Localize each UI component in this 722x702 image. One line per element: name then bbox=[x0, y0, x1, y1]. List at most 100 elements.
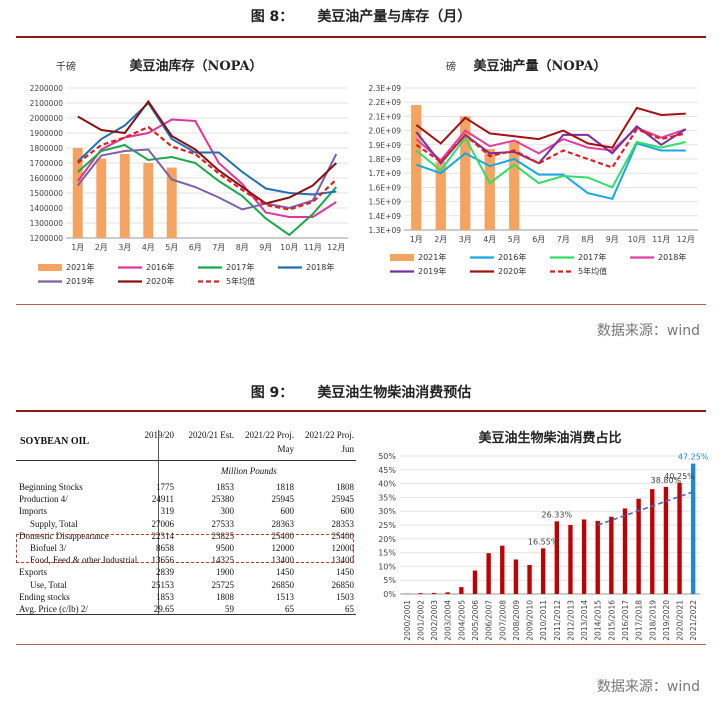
y-tick-label: 20% bbox=[378, 535, 396, 544]
row-label: Biofuel 3/ bbox=[30, 543, 67, 553]
row-value: 22314 bbox=[151, 530, 175, 541]
series-line-2017年 bbox=[415, 135, 687, 189]
y-tick-label: 1900000 bbox=[30, 129, 64, 138]
row-value: 25380 bbox=[211, 494, 235, 505]
y-tick-label: 1.6E+09 bbox=[369, 183, 402, 192]
row-value: 13656 bbox=[151, 555, 175, 566]
y-tick-label: 1200000 bbox=[30, 234, 64, 243]
bar bbox=[568, 525, 573, 594]
bar-2021 bbox=[119, 154, 130, 238]
y-tick-label: 40% bbox=[378, 480, 396, 489]
bar bbox=[677, 482, 682, 594]
y-tick-label: 10% bbox=[378, 562, 396, 571]
x-tick-label: 3月 bbox=[459, 235, 472, 244]
chart-title: 美豆油产量（NOPA） bbox=[473, 58, 606, 74]
bar-2021 bbox=[166, 167, 177, 238]
bar bbox=[609, 516, 614, 594]
legend-label: 2016年 bbox=[146, 262, 174, 272]
y-tick-label: 30% bbox=[378, 507, 396, 516]
y-tick-label: 25% bbox=[378, 521, 396, 530]
figure9-caption: 美豆油生物柴油消费预估 bbox=[317, 385, 472, 401]
bar bbox=[622, 508, 628, 594]
y-tick-label: 2.0E+09 bbox=[369, 127, 402, 136]
y-tick-label: 2.3E+09 bbox=[369, 84, 402, 93]
data-label: 38.80% bbox=[651, 476, 682, 485]
row-label: Use, Total bbox=[30, 579, 67, 590]
data-label: 47.25% bbox=[678, 453, 708, 462]
col-sub-4: Jun bbox=[341, 444, 354, 454]
col-header-1: 2019/20 bbox=[144, 430, 174, 440]
legend-swatch bbox=[390, 254, 414, 261]
data-label: 40.25% bbox=[664, 472, 695, 481]
bar bbox=[527, 565, 532, 594]
x-tick-label: 12月 bbox=[677, 235, 695, 244]
x-tick-label: 2月 bbox=[95, 243, 108, 252]
row-value: 8658 bbox=[156, 543, 174, 553]
x-tick-label: 7月 bbox=[212, 243, 225, 252]
legend-label: 5年均值 bbox=[226, 276, 255, 286]
y-tick-label: 1600000 bbox=[30, 174, 64, 183]
legend-label: 2018年 bbox=[658, 252, 686, 262]
figure8-caption: 美豆油产量与库存（月） bbox=[317, 9, 472, 25]
chart-title: 美豆油库存（NOPA） bbox=[129, 58, 262, 74]
row-label: Imports bbox=[19, 506, 47, 517]
y-tick-label: 1.8E+09 bbox=[369, 155, 402, 164]
x-tick-label: 2002/2003 bbox=[430, 600, 439, 641]
x-tick-label: 2006/2007 bbox=[485, 600, 494, 641]
bar-2021 bbox=[411, 105, 422, 230]
x-tick-label: 8月 bbox=[236, 243, 249, 252]
bar-2021 bbox=[460, 116, 471, 230]
series-line-2020年 bbox=[415, 106, 686, 149]
y-tick-label: 2100000 bbox=[30, 99, 64, 108]
y-tick-label: 5% bbox=[383, 576, 396, 585]
x-tick-label: 11月 bbox=[304, 243, 322, 252]
row-value: 23825 bbox=[211, 530, 235, 541]
bar bbox=[472, 570, 478, 594]
y-tick-label: 1.7E+09 bbox=[369, 169, 402, 178]
row-value: 25725 bbox=[211, 579, 235, 590]
data-label: 26.33% bbox=[542, 510, 573, 519]
row-value: 28353 bbox=[331, 518, 355, 529]
production-chart: 美豆油产量（NOPA） 磅 1.3E+09 1.4E+09 1.5E+09 1.6E+09… bbox=[369, 58, 698, 276]
y-tick-label: 1.5E+09 bbox=[369, 198, 402, 207]
legend-label: 2016年 bbox=[498, 252, 526, 262]
bar-2021 bbox=[72, 148, 83, 238]
row-label: Exports bbox=[19, 567, 47, 578]
bar bbox=[513, 559, 519, 594]
x-tick-label: 2003/2004 bbox=[444, 600, 453, 641]
bar-2021 bbox=[435, 161, 446, 230]
row-value: 28363 bbox=[271, 518, 295, 529]
row-value: 600 bbox=[340, 506, 355, 517]
row-value: 1818 bbox=[276, 482, 294, 492]
row-value: 1808 bbox=[216, 591, 234, 602]
x-tick-label: 2010/2011 bbox=[539, 600, 548, 641]
biodiesel-share-chart: 美豆油生物柴油消费占比 0% 5% 10% 15% 20% 25% 30% 35% 40% 45% 5… bbox=[378, 430, 708, 641]
x-tick-label: 11月 bbox=[652, 235, 670, 244]
row-value: 1853 bbox=[216, 482, 234, 492]
series-line-2018年 bbox=[77, 101, 337, 196]
y-tick-label: 35% bbox=[378, 493, 396, 502]
x-tick-label: 2018/2019 bbox=[648, 600, 657, 641]
series-line-2020年 bbox=[77, 99, 337, 205]
row-value: 13400 bbox=[271, 555, 295, 566]
series-line-2016年 bbox=[76, 118, 337, 218]
x-tick-label: 2020/2021 bbox=[676, 600, 685, 641]
x-tick-label: 2015/2016 bbox=[607, 600, 616, 641]
y-tick-label: 2.2E+09 bbox=[369, 98, 402, 107]
x-tick-label: 1月 bbox=[410, 235, 423, 244]
x-tick-label: 2001/2002 bbox=[416, 600, 425, 641]
soybean-oil-table: SOYBEAN OIL 2019/20 2020/21 Est. 2021/22… bbox=[16, 424, 356, 615]
series-line-2019年 bbox=[77, 148, 338, 211]
row-value: 1900 bbox=[216, 567, 234, 578]
y-tick-label: 2200000 bbox=[30, 84, 64, 93]
x-tick-label: 2005/2006 bbox=[471, 600, 480, 641]
row-label: Production 4/ bbox=[19, 494, 68, 505]
x-tick-label: 12月 bbox=[327, 243, 345, 252]
row-value: 13400 bbox=[331, 555, 355, 566]
y-tick-label: 2.1E+09 bbox=[369, 112, 402, 121]
table-divider bbox=[158, 430, 159, 614]
series-line-5年均值 bbox=[415, 127, 687, 169]
y-tick-label: 1300000 bbox=[30, 219, 64, 228]
x-tick-label: 5月 bbox=[165, 243, 178, 252]
bar bbox=[486, 553, 491, 594]
